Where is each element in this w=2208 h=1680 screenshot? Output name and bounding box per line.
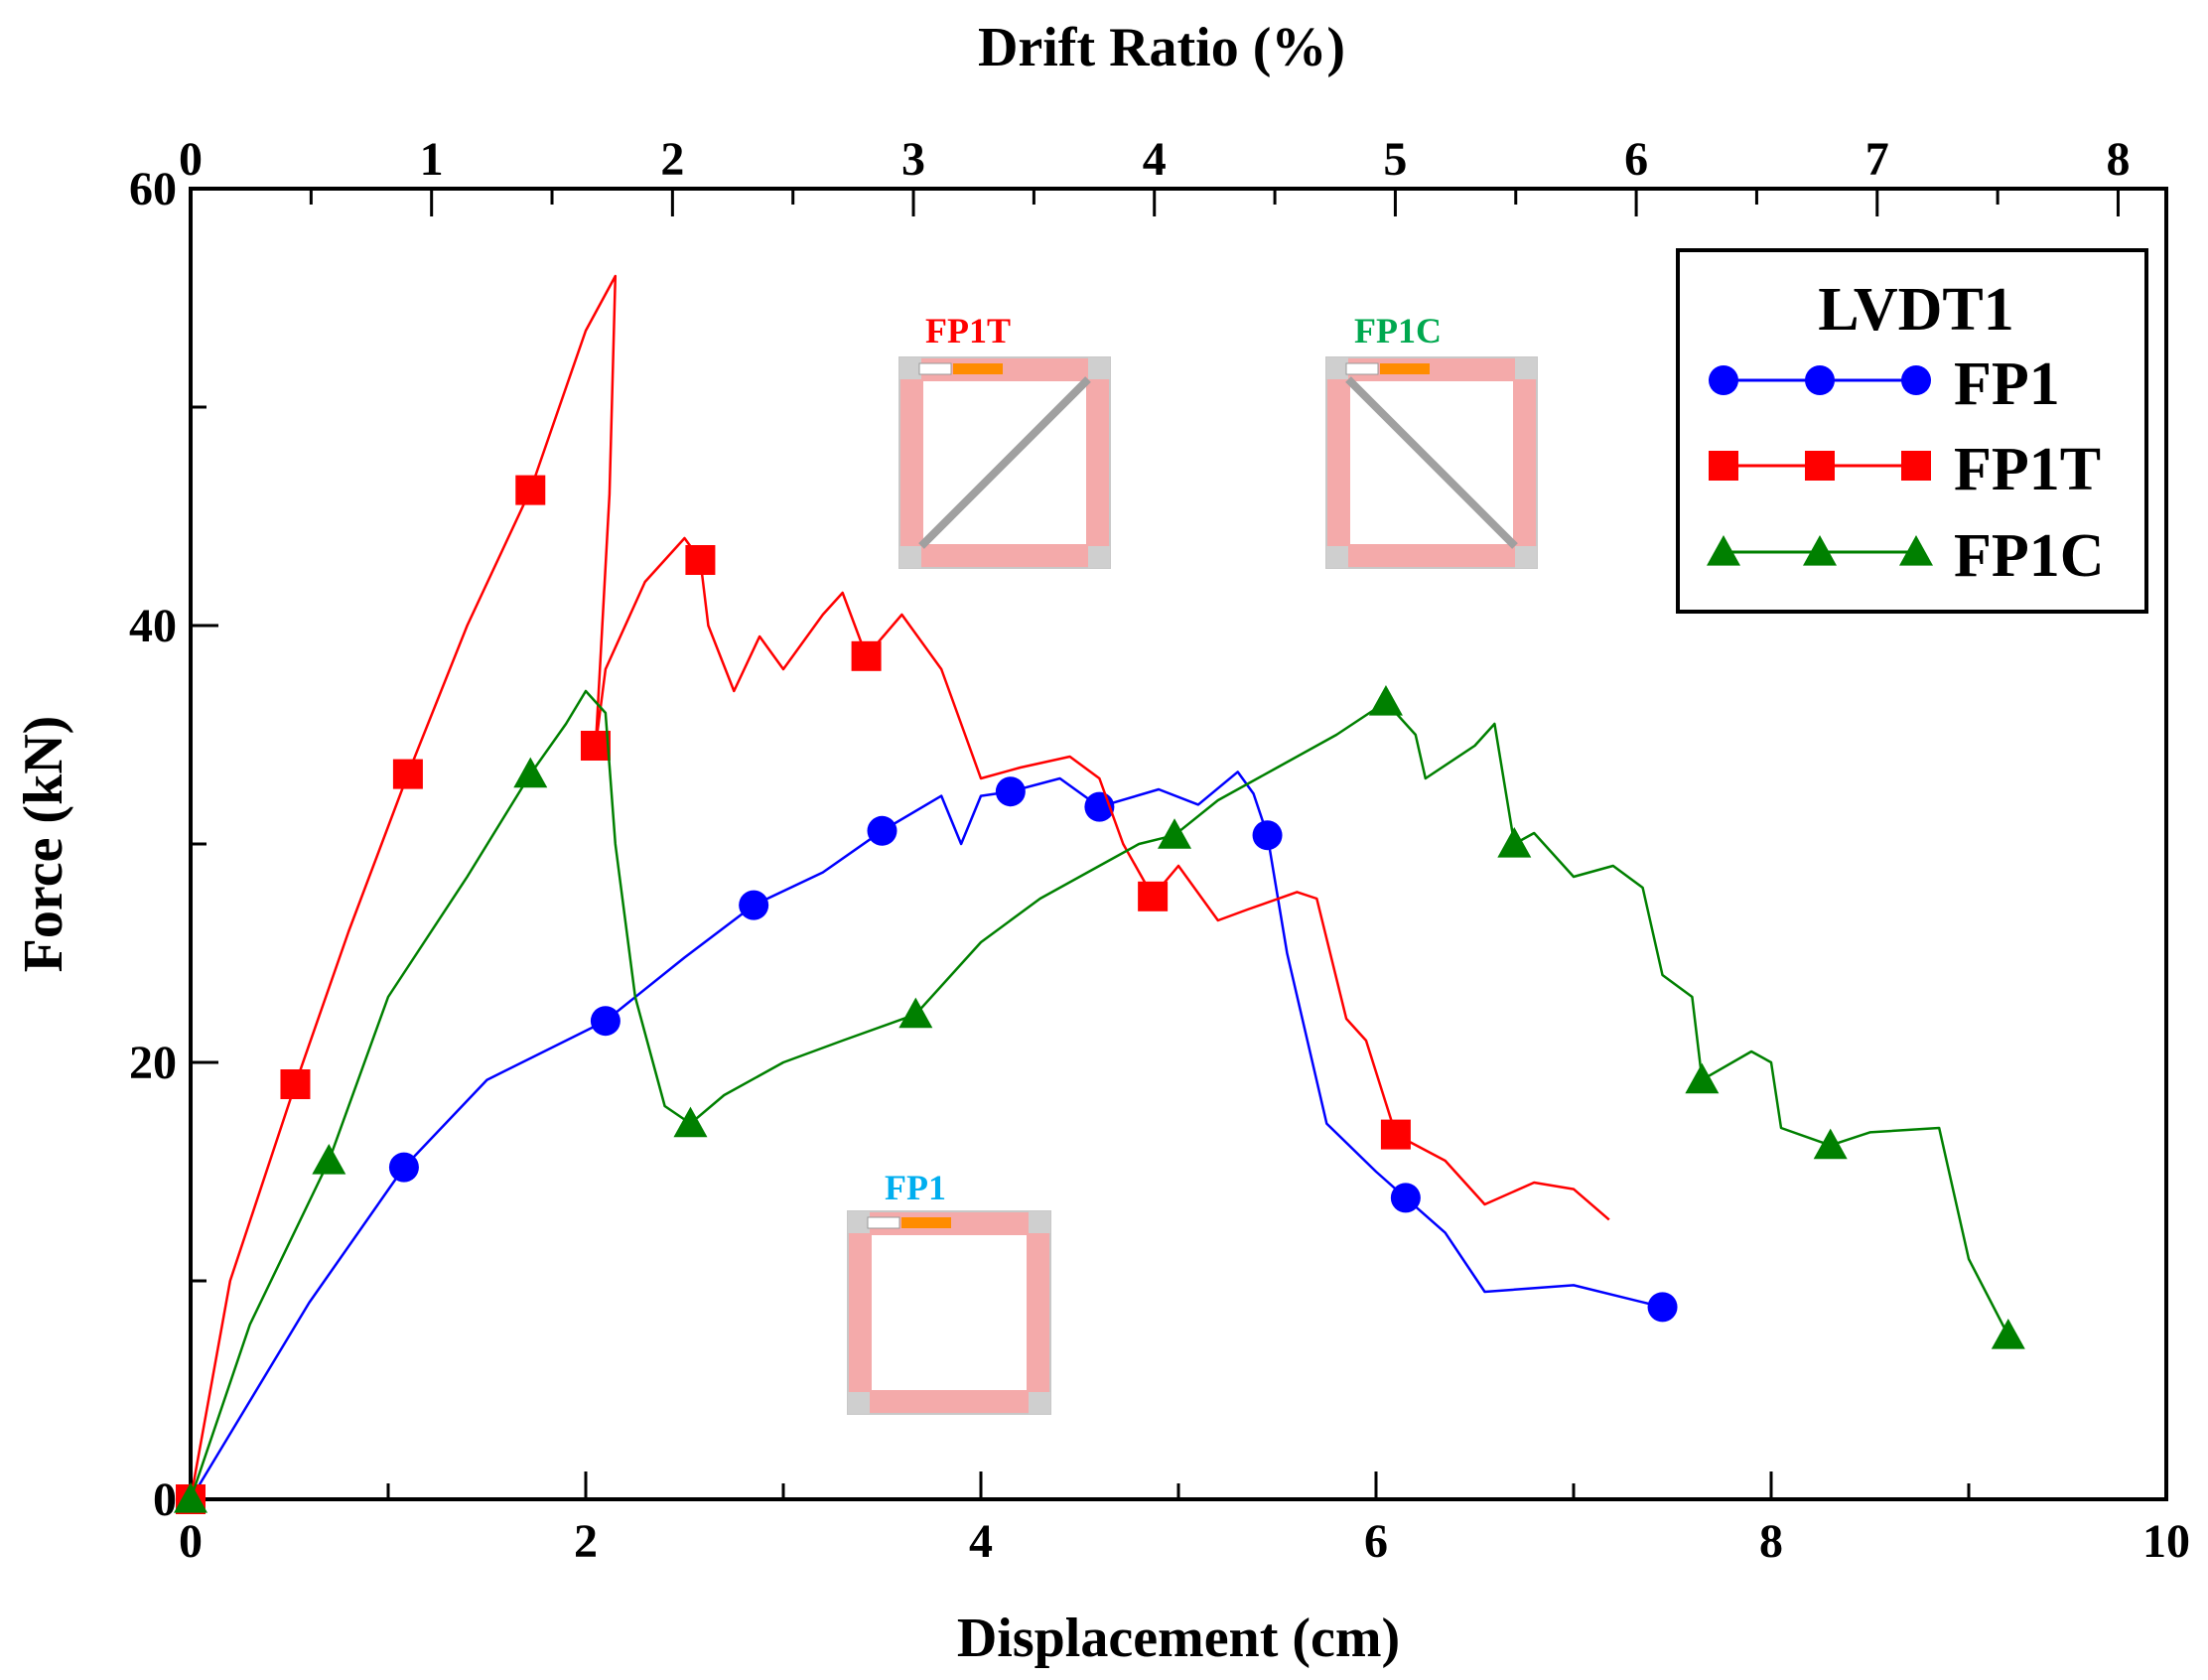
series-line bbox=[189, 689, 2009, 1500]
data-point bbox=[1991, 1319, 2025, 1349]
top-tick-label: 1 bbox=[420, 133, 444, 186]
data-point bbox=[1252, 820, 1283, 851]
data-point bbox=[590, 1006, 621, 1037]
legend-item-fp1: FP1 bbox=[1709, 350, 2060, 418]
series-line bbox=[189, 770, 1663, 1500]
y-tick-label: 40 bbox=[129, 600, 177, 652]
data-point-origin bbox=[174, 1482, 207, 1513]
frame-schematic bbox=[898, 356, 1111, 569]
legend-marker bbox=[1899, 535, 1933, 566]
legend-label: FP1C bbox=[1954, 522, 2105, 590]
inset-fp1: FP1 bbox=[847, 1168, 1051, 1415]
inset-label: FP1 bbox=[885, 1168, 946, 1207]
data-point bbox=[1390, 1183, 1421, 1213]
x-tick-label: 6 bbox=[1364, 1515, 1388, 1568]
data-point bbox=[995, 776, 1026, 807]
data-point bbox=[388, 1152, 419, 1183]
legend-marker bbox=[1803, 535, 1837, 566]
frame-schematic bbox=[1325, 356, 1538, 569]
series-line bbox=[189, 274, 1610, 1500]
legend-item-fp1t: FP1T bbox=[1709, 436, 2101, 503]
data-point bbox=[513, 757, 548, 788]
inset-label: FP1T bbox=[925, 311, 1011, 350]
data-point bbox=[851, 640, 882, 671]
top-axis-title: Drift Ratio (%) bbox=[978, 17, 1345, 78]
legend-marker bbox=[1709, 365, 1738, 395]
data-point bbox=[867, 815, 897, 846]
legend-marker bbox=[1805, 451, 1835, 481]
data-point bbox=[515, 475, 546, 505]
data-point bbox=[898, 997, 933, 1029]
x-axis-title: Displacement (cm) bbox=[957, 1608, 1400, 1669]
data-point bbox=[1497, 827, 1532, 858]
top-tick-label: 3 bbox=[901, 133, 925, 186]
top-tick-label: 4 bbox=[1143, 133, 1167, 186]
inset-label: FP1C bbox=[1354, 311, 1442, 350]
legend-marker bbox=[1901, 451, 1931, 481]
data-point bbox=[739, 890, 769, 920]
top-tick-label: 5 bbox=[1383, 133, 1407, 186]
data-point bbox=[1380, 1119, 1411, 1150]
top-tick-label: 8 bbox=[2106, 133, 2130, 186]
data-point bbox=[1647, 1292, 1678, 1323]
x-tick-label: 0 bbox=[179, 1515, 203, 1568]
data-point bbox=[312, 1144, 346, 1175]
data-point bbox=[685, 545, 716, 575]
legend-item-fp1c: FP1C bbox=[1707, 522, 2105, 590]
inset-fp1t: FP1T bbox=[898, 311, 1111, 569]
x-tick-label: 4 bbox=[969, 1515, 993, 1568]
data-point bbox=[280, 1069, 311, 1099]
top-tick-label: 2 bbox=[660, 133, 684, 186]
top-tick-label: 6 bbox=[1624, 133, 1648, 186]
x-tick-label: 8 bbox=[1759, 1515, 1783, 1568]
y-tick-label: 60 bbox=[129, 163, 177, 215]
legend-marker bbox=[1707, 535, 1740, 566]
y-tick-label: 0 bbox=[153, 1473, 177, 1526]
inset-diagrams: FP1T FP1C bbox=[847, 311, 1538, 1415]
legend-label: FP1T bbox=[1954, 436, 2101, 503]
data-point bbox=[392, 759, 423, 789]
data-point bbox=[1158, 818, 1192, 849]
data-point bbox=[673, 1106, 708, 1138]
data-point bbox=[1685, 1062, 1720, 1094]
y-axis-title: Force (kN) bbox=[13, 716, 74, 973]
legend-marker bbox=[1805, 365, 1835, 395]
legend: LVDT1 FP1 FP1T FP1C bbox=[1676, 248, 2148, 614]
series-fp1c bbox=[174, 685, 2025, 1513]
series-layer bbox=[174, 274, 2025, 1514]
axis-ticks bbox=[189, 187, 2168, 1501]
data-point bbox=[1138, 881, 1169, 911]
x-tick-label: 10 bbox=[2142, 1515, 2190, 1568]
series-fp1t bbox=[176, 274, 1610, 1514]
series-fp1 bbox=[176, 770, 1678, 1514]
legend-label: FP1 bbox=[1954, 350, 2060, 418]
legend-marker bbox=[1901, 365, 1931, 395]
legend-items: FP1 FP1T FP1C bbox=[1707, 350, 2105, 590]
legend-title: LVDT1 bbox=[1818, 276, 2014, 344]
top-tick-label: 0 bbox=[179, 133, 203, 186]
y-tick-label: 20 bbox=[129, 1037, 177, 1089]
data-point bbox=[1813, 1128, 1848, 1160]
frame-schematic bbox=[847, 1210, 1051, 1415]
data-point bbox=[580, 731, 611, 761]
x-tick-label: 2 bbox=[574, 1515, 598, 1568]
data-point bbox=[1368, 685, 1403, 716]
top-tick-label: 7 bbox=[1865, 133, 1889, 186]
inset-fp1c: FP1C bbox=[1325, 311, 1538, 569]
legend-marker bbox=[1709, 451, 1738, 481]
